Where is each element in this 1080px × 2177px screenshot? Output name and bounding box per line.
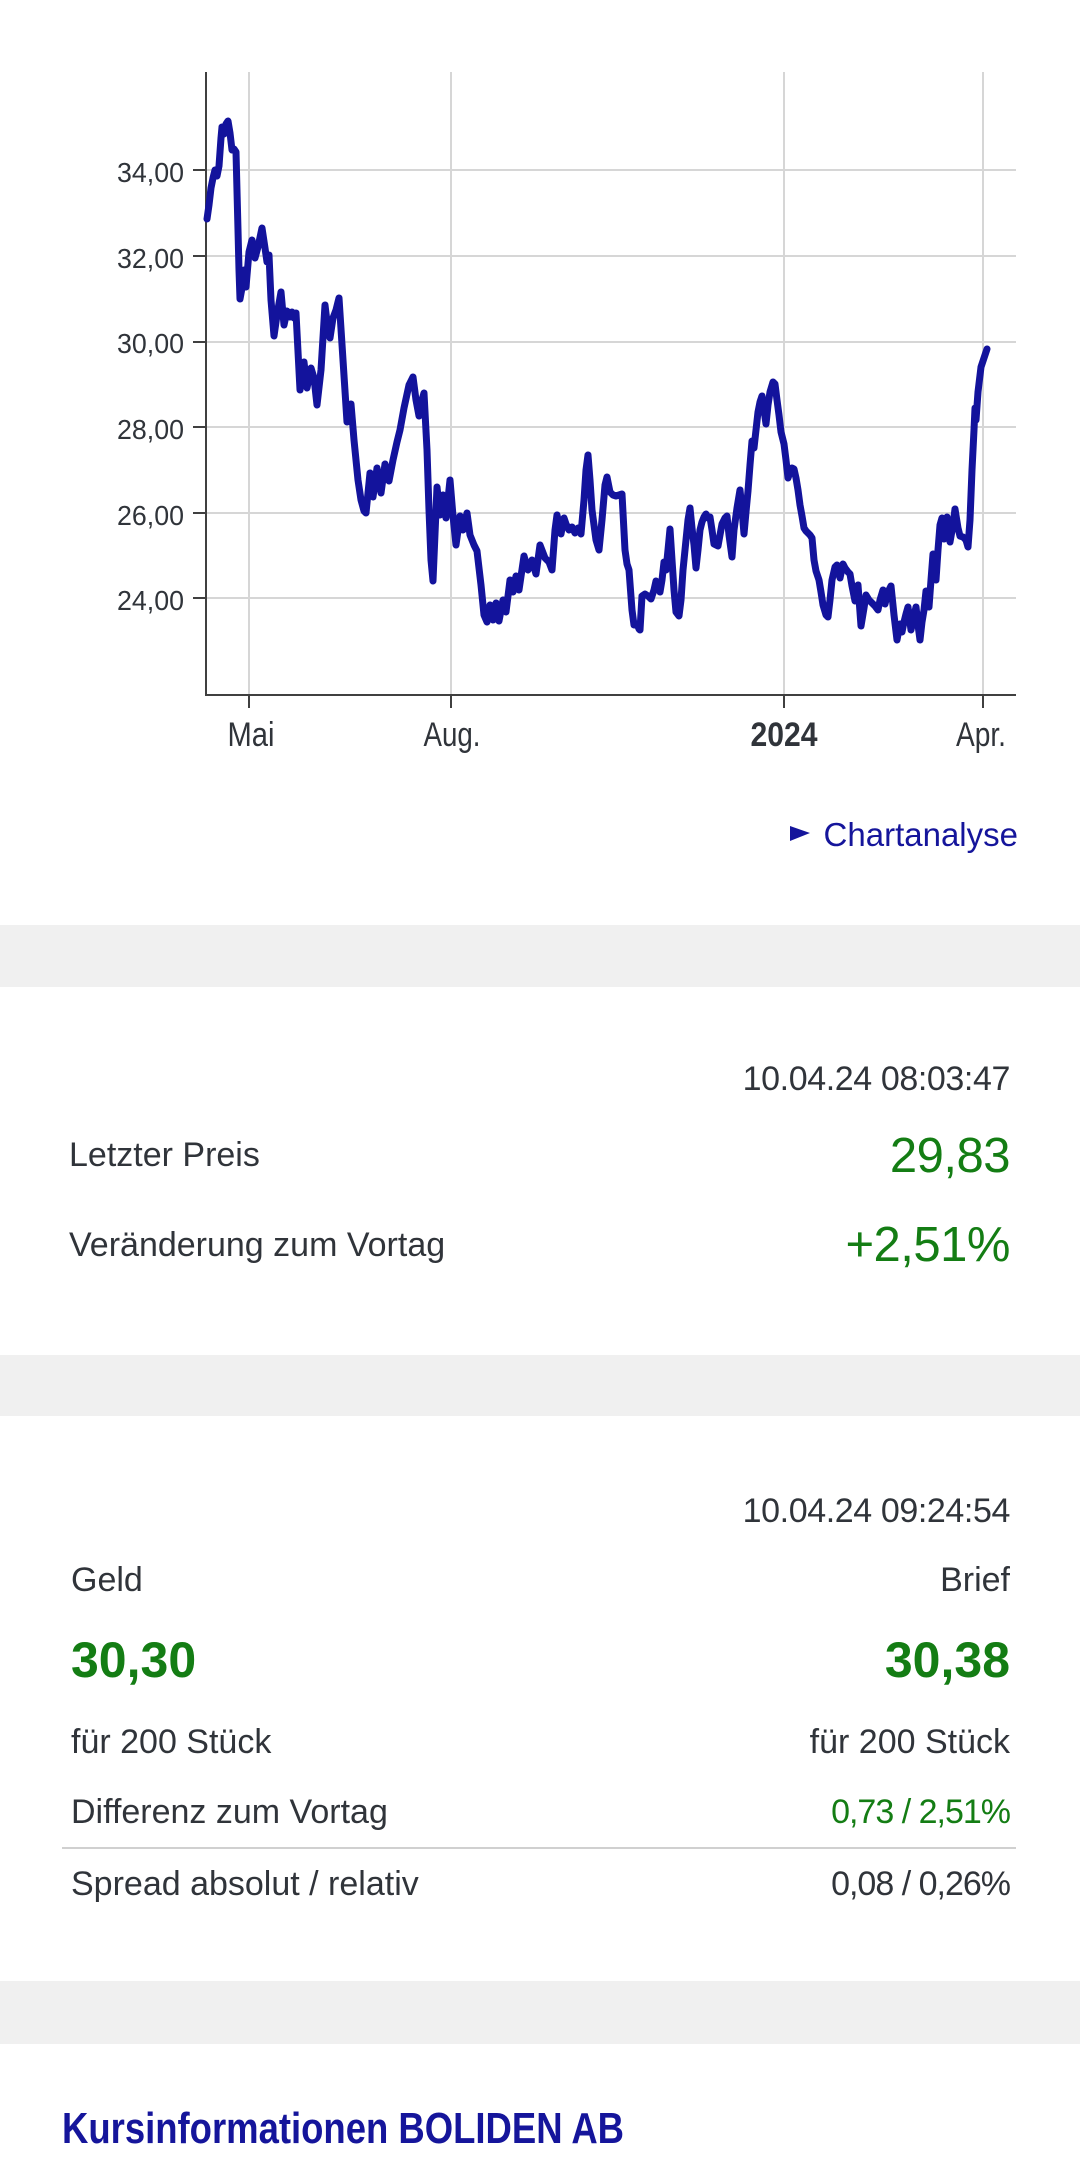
svg-text:32,00: 32,00 xyxy=(117,243,184,274)
svg-text:34,00: 34,00 xyxy=(117,157,184,188)
svg-text:2024: 2024 xyxy=(751,716,818,754)
svg-text:Mai: Mai xyxy=(228,716,275,754)
svg-text:28,00: 28,00 xyxy=(117,414,184,445)
svg-text:Aug.: Aug. xyxy=(424,716,481,754)
svg-text:24,00: 24,00 xyxy=(117,585,184,616)
svg-text:26,00: 26,00 xyxy=(117,500,184,531)
svg-text:30,00: 30,00 xyxy=(117,328,184,359)
svg-text:Apr.: Apr. xyxy=(956,716,1006,754)
